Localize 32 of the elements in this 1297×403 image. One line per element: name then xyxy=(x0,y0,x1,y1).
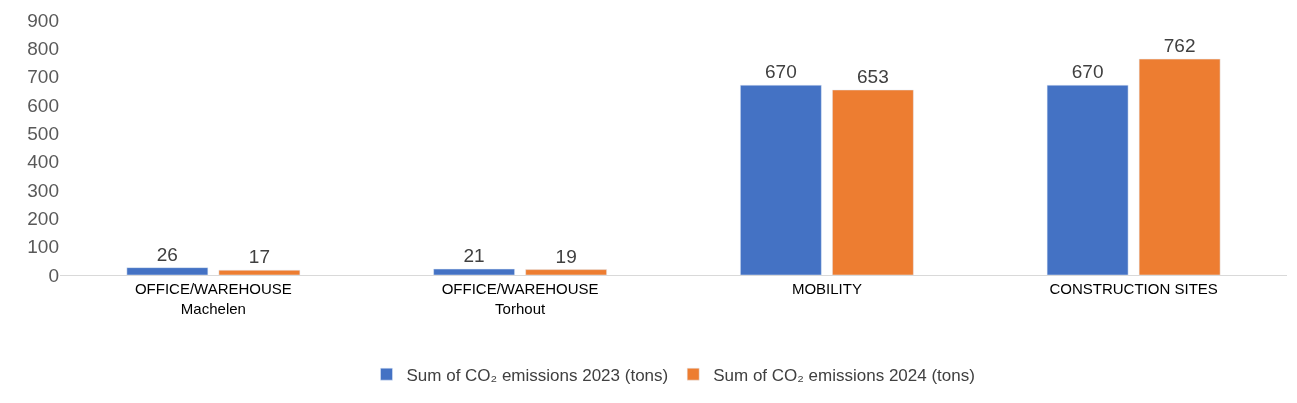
data-label: 19 xyxy=(555,245,577,267)
y-tick-label: 900 xyxy=(27,9,59,31)
y-tick-label: 700 xyxy=(27,66,59,88)
data-label: 26 xyxy=(156,243,178,265)
bar xyxy=(433,268,515,275)
y-tick-label: 500 xyxy=(27,122,59,144)
bar xyxy=(832,89,914,275)
x-tick-label: CONSTRUCTION SITES xyxy=(1049,280,1218,297)
data-label: 762 xyxy=(1163,35,1196,57)
x-tick-label: MOBILITY xyxy=(791,280,862,297)
bar xyxy=(126,267,209,275)
legend-label: Sum of CO₂ emissions 2024 (tons) xyxy=(713,365,975,385)
bar xyxy=(1046,84,1129,275)
y-tick-label: 0 xyxy=(48,264,59,286)
data-label: 653 xyxy=(857,65,889,87)
y-tick-label: 800 xyxy=(27,37,59,59)
y-tick-label: 200 xyxy=(27,207,59,229)
y-tick-label: 300 xyxy=(27,179,59,201)
data-label: 21 xyxy=(463,245,485,267)
bar xyxy=(1138,58,1221,275)
x-tick-label: OFFICE/WAREHOUSE Torhout xyxy=(441,280,599,317)
data-label: 17 xyxy=(248,246,270,268)
bar xyxy=(218,269,301,275)
bar xyxy=(525,269,607,275)
y-tick-label: 100 xyxy=(27,236,59,258)
data-label: 670 xyxy=(1071,61,1104,83)
data-label: 670 xyxy=(765,61,797,83)
x-tick-label: OFFICE/WAREHOUSE Machelen xyxy=(134,280,292,317)
legend-label: Sum of CO₂ emissions 2023 (tons) xyxy=(406,365,669,385)
y-tick-label: 400 xyxy=(27,151,59,173)
bar xyxy=(740,84,822,275)
y-tick-label: 600 xyxy=(27,94,59,116)
